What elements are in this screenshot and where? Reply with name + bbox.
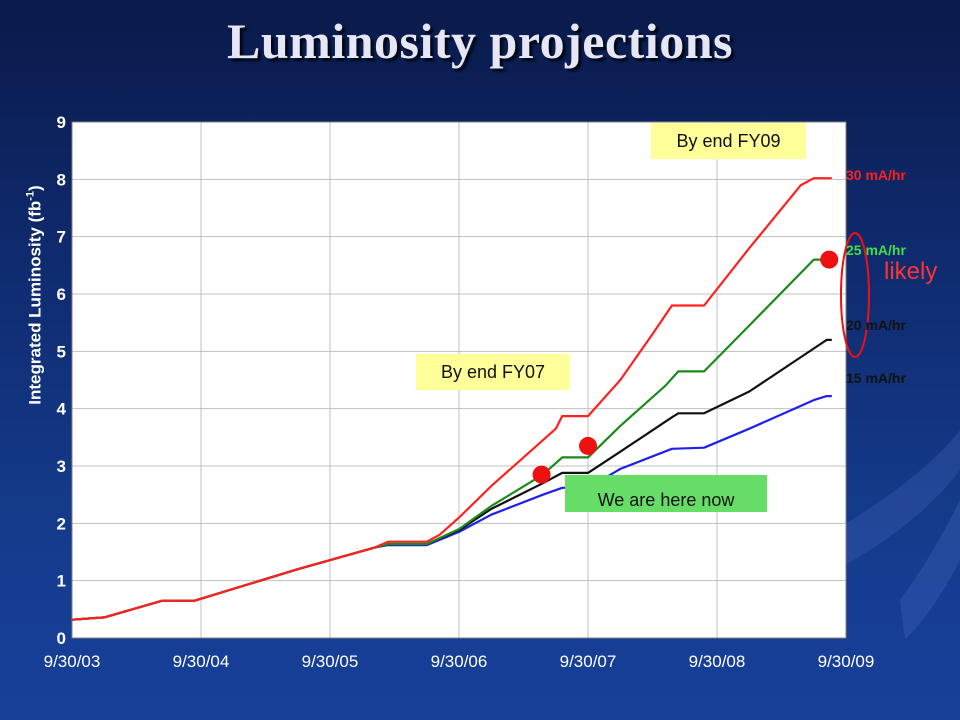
series-label-15: 15 mA/hr — [846, 370, 906, 386]
likely-annotation: likely — [884, 258, 938, 285]
series-label-20: 20 mA/hr — [846, 317, 906, 333]
callout-by-end-fy07: By end FY07 — [416, 354, 570, 390]
y-tick-label: 7 — [57, 228, 66, 247]
x-tick-label: 9/30/07 — [560, 652, 617, 671]
marker-point-1 — [579, 436, 597, 455]
likely-ellipse — [840, 232, 870, 358]
x-tick-label: 9/30/03 — [44, 652, 101, 671]
x-tick-label: 9/30/08 — [689, 652, 746, 671]
series-line-30 — [71, 177, 832, 621]
y-tick-label: 1 — [57, 572, 66, 591]
y-tick-label: 4 — [57, 400, 67, 419]
marker-point-0 — [532, 465, 551, 484]
series-label-30: 30 mA/hr — [846, 167, 906, 183]
x-tick-label: 9/30/05 — [302, 652, 359, 671]
plot-border — [71, 121, 847, 639]
x-tick-label: 9/30/09 — [818, 652, 875, 671]
x-tick-label: 9/30/06 — [431, 652, 488, 671]
callout-we-are-here-now: We are here now — [565, 475, 767, 512]
y-tick-label: 9 — [57, 113, 66, 132]
marker-point-2 — [820, 250, 839, 269]
series-label-25: 25 mA/hr — [846, 242, 906, 258]
x-tick-label: 9/30/04 — [173, 652, 230, 671]
callout-by-end-fy09: By end FY09 — [651, 123, 806, 159]
y-tick-label: 8 — [57, 170, 66, 189]
y-tick-label: 5 — [57, 342, 66, 361]
y-tick-label: 2 — [57, 514, 66, 533]
page-title: Luminosity projections — [227, 13, 733, 69]
y-tick-label: 0 — [57, 629, 66, 648]
y-tick-label: 6 — [57, 285, 66, 304]
y-tick-label: 3 — [57, 457, 66, 476]
